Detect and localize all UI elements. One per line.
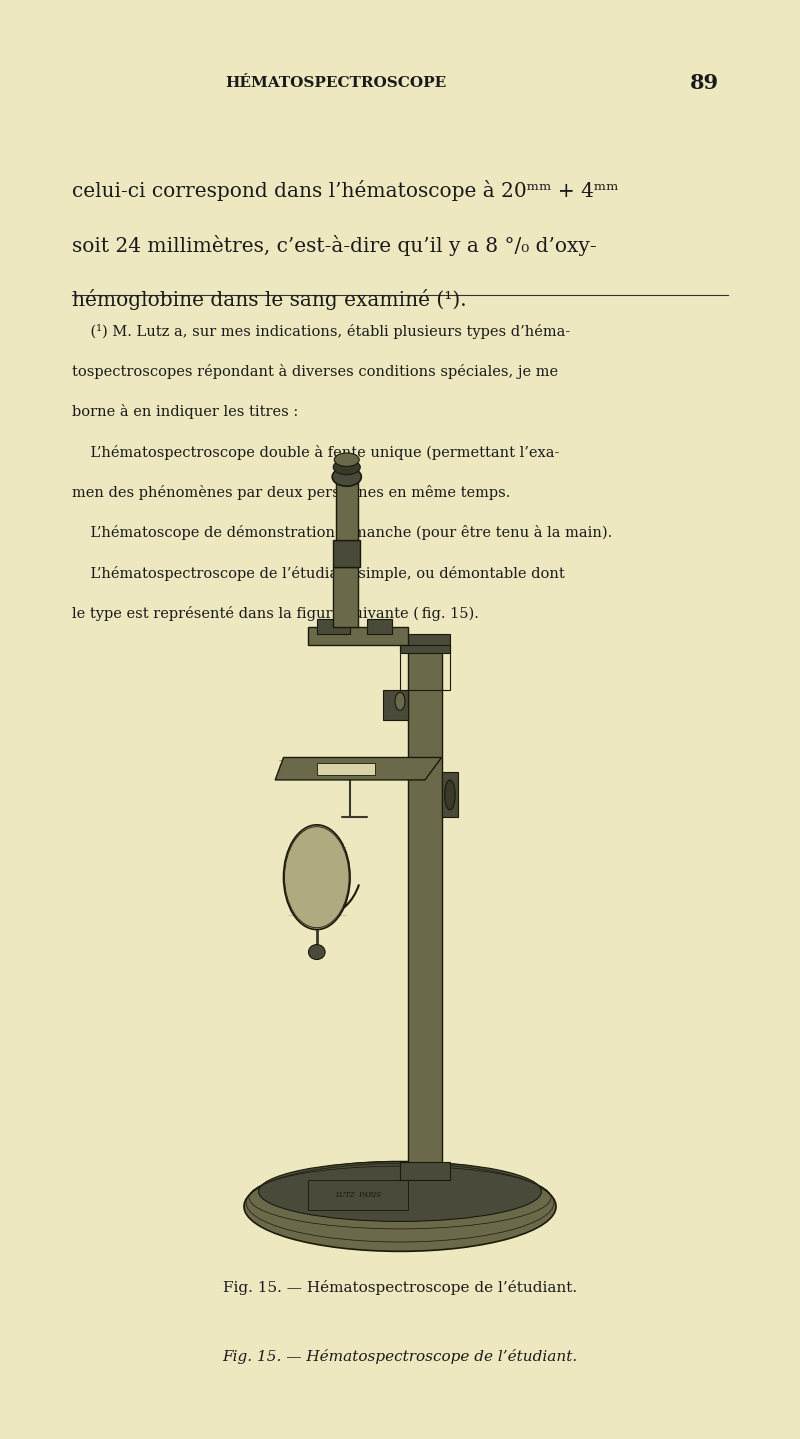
Text: borne à en indiquer les titres :: borne à en indiquer les titres : [72, 404, 298, 419]
Circle shape [395, 692, 405, 711]
Bar [383, 691, 408, 720]
Ellipse shape [334, 453, 359, 466]
Text: Fig. 15. — Hématospectroscope de l’étudiant.: Fig. 15. — Hématospectroscope de l’étudi… [222, 1348, 578, 1364]
Bar [334, 541, 361, 567]
Text: L’hématoscope de démonstration à manche (pour être tenu à la main).: L’hématoscope de démonstration à manche … [72, 525, 612, 540]
Polygon shape [275, 757, 442, 780]
Text: 89: 89 [690, 73, 718, 94]
Ellipse shape [334, 459, 360, 475]
Text: L’hématospectroscope double à fente unique (permettant l’exa-: L’hématospectroscope double à fente uniq… [72, 445, 559, 459]
Text: HÉMATOSPECTROSCOPE: HÉMATOSPECTROSCOPE [226, 76, 446, 91]
Ellipse shape [258, 1161, 542, 1222]
Bar [442, 773, 458, 817]
Bar [400, 635, 450, 653]
Bar [366, 619, 392, 635]
Ellipse shape [332, 468, 362, 486]
Ellipse shape [309, 944, 325, 960]
Ellipse shape [445, 780, 455, 810]
Bar [400, 645, 450, 691]
Text: L’hématospectroscope de l’étudiant simple, ou démontable dont: L’hématospectroscope de l’étudiant simpl… [72, 566, 565, 580]
Bar [400, 1161, 450, 1180]
Ellipse shape [244, 1161, 556, 1252]
Text: le type est représenté dans la figure suivante ( ﬁg. 15).: le type est représenté dans la figure su… [72, 606, 479, 620]
Bar [335, 466, 358, 541]
Text: (¹) M. Lutz a, sur mes indications, établi plusieurs types d’héma-: (¹) M. Lutz a, sur mes indications, étab… [72, 324, 570, 338]
Text: hémoglobine dans le sang examiné (¹).: hémoglobine dans le sang examiné (¹). [72, 289, 466, 311]
Text: men des phénomènes par deux personnes en même temps.: men des phénomènes par deux personnes en… [72, 485, 510, 499]
Bar [309, 626, 408, 645]
Bar [408, 637, 442, 1177]
Text: celui-ci correspond dans l’hématoscope à 20ᵐᵐ + 4ᵐᵐ: celui-ci correspond dans l’hématoscope à… [72, 180, 618, 201]
Ellipse shape [283, 825, 350, 930]
Bar [317, 619, 350, 635]
Text: tospectroscopes répondant à diverses conditions spéciales, je me: tospectroscopes répondant à diverses con… [72, 364, 558, 378]
Bar [334, 567, 358, 626]
Bar [317, 763, 375, 774]
Text: LUTZ  PARIS: LUTZ PARIS [335, 1191, 382, 1199]
Text: soit 24 millimètres, c’est-à-dire qu’il y a 8 °/₀ d’oxy-: soit 24 millimètres, c’est-à-dire qu’il … [72, 235, 597, 256]
Text: Fig. 15. — Hématospectroscope de l’étudiant.: Fig. 15. — Hématospectroscope de l’étudi… [223, 1281, 577, 1295]
Bar [309, 1180, 408, 1210]
